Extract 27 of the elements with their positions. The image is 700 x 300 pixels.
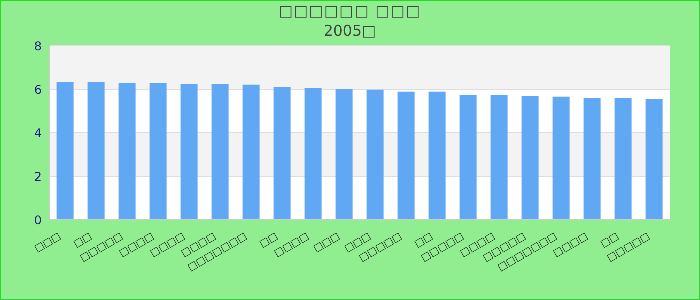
- bar: [460, 94, 477, 220]
- bar: [304, 88, 322, 220]
- y-tick-label: 6: [34, 82, 42, 97]
- bar: [398, 92, 415, 220]
- chart-title: □□□□□□ □□□: [278, 2, 422, 20]
- bar: [552, 96, 570, 220]
- bar: [428, 92, 446, 220]
- y-tick-label: 8: [34, 39, 42, 54]
- y-tick-label: 4: [34, 126, 42, 140]
- bar: [242, 84, 260, 220]
- bar: [646, 99, 663, 220]
- bar: [490, 94, 508, 220]
- bar: [336, 89, 353, 220]
- bar: [614, 98, 632, 220]
- bar: [56, 82, 74, 220]
- bar: [366, 90, 384, 220]
- bar: [180, 84, 198, 220]
- bar: [212, 84, 229, 220]
- y-tick-label: 2: [34, 170, 42, 184]
- bar: [584, 98, 601, 220]
- bar: [150, 82, 167, 220]
- bar: [88, 82, 105, 220]
- bar: [522, 96, 539, 220]
- chart-subtitle: 2005□: [322, 22, 378, 40]
- y-tick-label: 0: [34, 213, 42, 228]
- bar: [274, 87, 291, 220]
- bar: [118, 82, 136, 220]
